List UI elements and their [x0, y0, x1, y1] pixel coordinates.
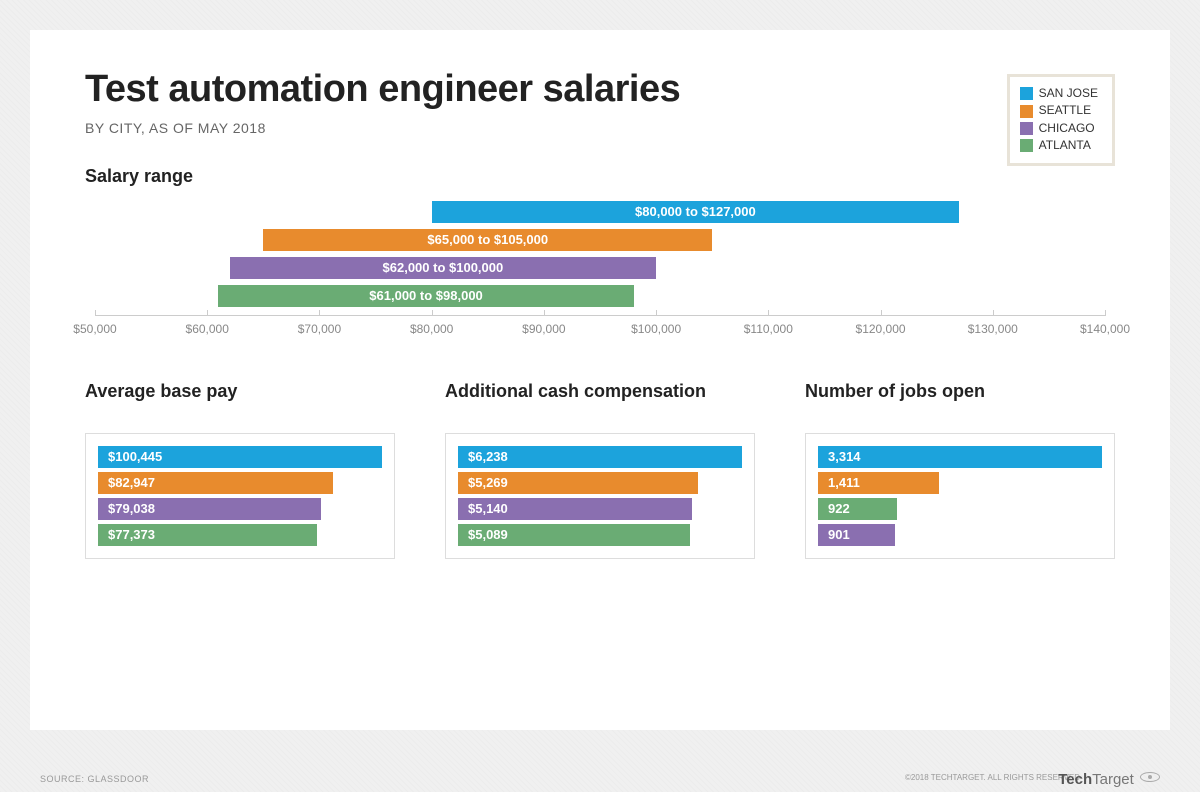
mini-chart: Additional cash compensation $6,238 $5,269… — [445, 381, 755, 559]
mini-bar: $77,373 — [98, 524, 317, 546]
legend-swatch — [1020, 105, 1033, 118]
range-bar: $65,000 to $105,000 — [263, 229, 712, 251]
salary-range-axis: $50,000$60,000$70,000$80,000$90,000$100,… — [95, 315, 1105, 345]
legend-swatch — [1020, 139, 1033, 152]
mini-bar-row: $5,269 — [458, 470, 742, 496]
mini-bar-row: $6,238 — [458, 444, 742, 470]
range-bar: $61,000 to $98,000 — [218, 285, 633, 307]
mini-chart-box: $100,445 $82,947 $79,038 $77,373 — [85, 433, 395, 559]
range-bar: $62,000 to $100,000 — [230, 257, 656, 279]
logo-bold: Tech — [1058, 771, 1092, 788]
axis-tick — [95, 310, 96, 316]
legend-label: CHICAGO — [1039, 120, 1095, 137]
axis-tick — [1105, 310, 1106, 316]
legend-swatch — [1020, 87, 1033, 100]
axis-tick — [768, 310, 769, 316]
axis-tick-label: $140,000 — [1080, 322, 1130, 336]
legend-item: SAN JOSE — [1020, 85, 1098, 102]
axis-tick-label: $110,000 — [744, 322, 793, 336]
mini-bar-row: $82,947 — [98, 470, 382, 496]
axis-tick-label: $70,000 — [298, 322, 341, 336]
range-bar: $80,000 to $127,000 — [432, 201, 959, 223]
salary-range-plot: $80,000 to $127,000 $65,000 to $105,000 $6… — [95, 195, 1105, 315]
mini-chart: Average base pay $100,445 $82,947 $79,038 $7… — [85, 381, 395, 559]
logo-light: Target — [1092, 771, 1134, 788]
legend-item: CHICAGO — [1020, 120, 1098, 137]
axis-tick — [656, 310, 657, 316]
mini-bar-row: 901 — [818, 522, 1102, 548]
mini-bar: $5,140 — [458, 498, 692, 520]
mini-bar-row: $100,445 — [98, 444, 382, 470]
axis-tick — [319, 310, 320, 316]
mini-bar: $5,269 — [458, 472, 698, 494]
axis-tick — [993, 310, 994, 316]
mini-bar: 3,314 — [818, 446, 1102, 468]
mini-bar: 1,411 — [818, 472, 939, 494]
mini-bar-row: 922 — [818, 496, 1102, 522]
header: Test automation engineer salaries BY CIT… — [85, 70, 1115, 136]
legend-item: ATLANTA — [1020, 137, 1098, 154]
page-subtitle: BY CITY, AS OF MAY 2018 — [85, 120, 1115, 136]
mini-chart-title: Number of jobs open — [805, 381, 1115, 425]
mini-bar-row: $79,038 — [98, 496, 382, 522]
legend-label: SAN JOSE — [1039, 85, 1098, 102]
legend-label: ATLANTA — [1039, 137, 1091, 154]
axis-tick — [432, 310, 433, 316]
salary-range-section: Salary range $80,000 to $127,000 $65,000 … — [85, 166, 1115, 345]
salary-range-title: Salary range — [85, 166, 1115, 187]
chart-panel: Test automation engineer salaries BY CIT… — [30, 30, 1170, 730]
mini-bar: $100,445 — [98, 446, 382, 468]
techtarget-logo: TechTarget — [1058, 771, 1160, 788]
mini-bar: $82,947 — [98, 472, 333, 494]
axis-tick-label: $90,000 — [522, 322, 565, 336]
axis-tick-label: $80,000 — [410, 322, 453, 336]
axis-tick — [544, 310, 545, 316]
mini-chart-box: 3,314 1,411 922 901 — [805, 433, 1115, 559]
mini-bar: 922 — [818, 498, 897, 520]
source-label: SOURCE: GLASSDOOR — [40, 774, 149, 784]
mini-bar-row: $5,089 — [458, 522, 742, 548]
axis-tick-label: $100,000 — [631, 322, 681, 336]
mini-chart: Number of jobs open 3,314 1,411 922 901 — [805, 381, 1115, 559]
axis-tick — [207, 310, 208, 316]
copyright-label: ©2018 TECHTARGET. ALL RIGHTS RESERVED — [905, 773, 1080, 782]
axis-tick-label: $130,000 — [968, 322, 1018, 336]
mini-bar: $6,238 — [458, 446, 742, 468]
mini-charts-row: Average base pay $100,445 $82,947 $79,038 $7… — [85, 381, 1115, 559]
mini-bar: $5,089 — [458, 524, 690, 546]
legend-label: SEATTLE — [1039, 102, 1091, 119]
mini-bar: 901 — [818, 524, 895, 546]
mini-bar-row: 3,314 — [818, 444, 1102, 470]
mini-bar-row: $77,373 — [98, 522, 382, 548]
axis-tick-label: $60,000 — [186, 322, 229, 336]
axis-tick — [881, 310, 882, 316]
mini-chart-title: Additional cash compensation — [445, 381, 755, 425]
legend: SAN JOSESEATTLECHICAGOATLANTA — [1007, 74, 1115, 166]
mini-chart-title: Average base pay — [85, 381, 395, 425]
page-title: Test automation engineer salaries — [85, 70, 1115, 110]
legend-item: SEATTLE — [1020, 102, 1098, 119]
axis-tick-label: $50,000 — [73, 322, 116, 336]
legend-swatch — [1020, 122, 1033, 135]
mini-bar-row: 1,411 — [818, 470, 1102, 496]
mini-bar-row: $5,140 — [458, 496, 742, 522]
eye-icon — [1140, 772, 1160, 782]
mini-chart-box: $6,238 $5,269 $5,140 $5,089 — [445, 433, 755, 559]
axis-tick-label: $120,000 — [856, 322, 906, 336]
mini-bar: $79,038 — [98, 498, 321, 520]
